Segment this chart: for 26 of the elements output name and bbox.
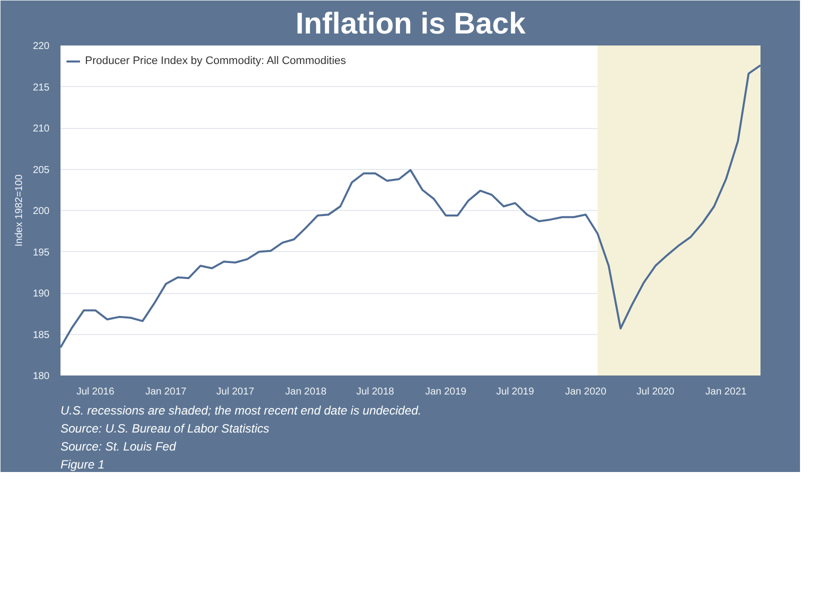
x-tick-label: Jan 2020	[565, 386, 607, 398]
x-tick-label: Jan 2017	[145, 386, 187, 398]
x-tick-label: Jan 2019	[425, 386, 467, 398]
y-tick-label: 200	[32, 206, 50, 217]
y-tick-label: 205	[32, 164, 50, 176]
y-tick-label: 210	[32, 124, 50, 134]
chart-title: Inflation is Back	[295, 8, 526, 40]
y-tick-label: 220	[32, 41, 50, 52]
x-tick-label: Jul 2019	[496, 386, 534, 398]
y-tick-label: 190	[32, 288, 50, 300]
y-tick-label: 195	[32, 247, 50, 258]
source-note: Source: U.S. Bureau of Labor Statistics	[60, 422, 270, 436]
x-tick-label: Jul 2020	[636, 386, 675, 398]
text: U.S. recessions are shaded; the most recent end date is undecided.	[60, 404, 422, 418]
legend-label: Producer Price Index by Commodity: All Commodities	[85, 55, 346, 67]
y-axis-title: Index 1982=100	[14, 174, 25, 247]
caption: Figure 1	[60, 458, 105, 472]
x-tick-label: Jul 2017	[216, 386, 255, 398]
x-tick-label: Jan 2021	[705, 386, 748, 398]
source-note: Source: St. Louis Fed	[60, 440, 176, 454]
y-tick-label: 185	[32, 330, 50, 341]
x-tick-label: Jul 2018	[356, 386, 395, 398]
x-tick-label: Jan 2018	[285, 386, 327, 398]
y-tick-label: 180	[32, 371, 50, 382]
y-tick-label: 215	[32, 82, 50, 94]
x-tick-label: Jul 2016	[76, 386, 115, 398]
